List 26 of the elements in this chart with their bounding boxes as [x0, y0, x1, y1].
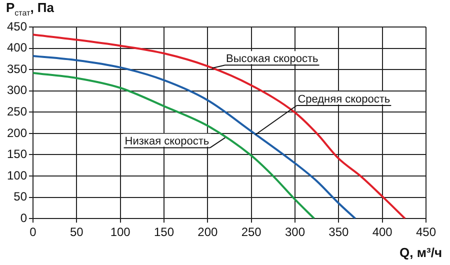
x-axis-title: Q, м³/ч [400, 245, 442, 260]
x-tick-label: 250 [241, 225, 262, 240]
y-tick-label: 450 [6, 19, 28, 34]
y-axis-title: P$_{стат}$, Па [6, 0, 54, 18]
y-tick-label: 100 [6, 168, 28, 182]
y-tick-label: 250 [6, 104, 28, 118]
x-tick-label: 350 [328, 225, 349, 240]
text: Средняя скорость [298, 94, 390, 106]
line-series [33, 34, 406, 219]
series-label: Низкая скорость [124, 136, 210, 148]
x-tick-label: 100 [110, 225, 131, 240]
y-tick-label: 50 [14, 190, 28, 204]
y-tick-label: 200 [6, 126, 28, 140]
y-tick-label: 0 [20, 210, 28, 225]
series-label: Высокая скорость [226, 53, 319, 66]
y-tick-label: 150 [6, 147, 28, 162]
x-tick-label: 0 [30, 225, 37, 240]
y-tick-label: 400 [6, 40, 28, 55]
x-tick-label: 450 [416, 225, 436, 240]
x-tick-label: 200 [198, 225, 218, 240]
x-tick-label: 50 [70, 225, 84, 240]
x-tick-label: 300 [284, 225, 306, 240]
x-tick-label: 400 [372, 225, 393, 240]
y-tick-label: 300 [6, 83, 28, 98]
x-tick-label: 150 [154, 225, 174, 240]
y-tick-label: 350 [6, 62, 28, 76]
